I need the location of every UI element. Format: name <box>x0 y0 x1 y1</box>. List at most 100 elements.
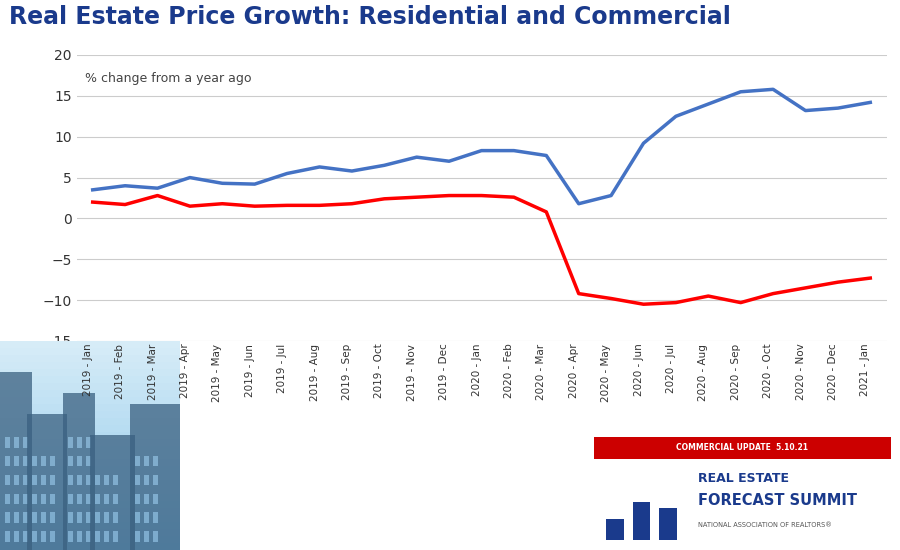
Bar <box>86 475 91 485</box>
Text: 2019 - Sep: 2019 - Sep <box>342 344 352 400</box>
Bar <box>41 513 46 523</box>
Text: 2020 - Dec: 2020 - Dec <box>828 344 838 400</box>
Bar <box>0 480 180 487</box>
Bar <box>0 529 180 536</box>
Bar <box>0 369 180 376</box>
Bar <box>0 474 180 480</box>
Bar <box>68 531 73 542</box>
Bar <box>32 456 37 466</box>
Bar <box>113 475 118 485</box>
Bar <box>41 456 46 466</box>
Bar <box>0 362 180 369</box>
Text: 2019 - Feb: 2019 - Feb <box>115 344 125 399</box>
Bar <box>63 393 95 550</box>
Text: 2020 - Jul: 2020 - Jul <box>666 344 676 393</box>
Bar <box>594 437 891 459</box>
Bar <box>0 417 180 425</box>
Bar <box>23 437 28 448</box>
Text: 2019 - May: 2019 - May <box>212 344 222 402</box>
Bar <box>153 513 157 523</box>
Bar <box>0 372 32 550</box>
Text: 2019 - Oct: 2019 - Oct <box>374 344 384 399</box>
Bar <box>86 456 91 466</box>
Bar <box>14 475 19 485</box>
Bar <box>41 493 46 504</box>
Bar <box>32 493 37 504</box>
Bar <box>0 432 180 438</box>
Bar <box>41 475 46 485</box>
Bar <box>77 513 82 523</box>
Bar <box>5 437 10 448</box>
Bar <box>14 437 19 448</box>
Bar <box>104 475 109 485</box>
Text: Real Estate Price Growth: Residential and Commercial: Real Estate Price Growth: Residential an… <box>9 6 731 30</box>
Text: 2019 - Nov: 2019 - Nov <box>407 344 417 400</box>
Text: NATIONAL ASSOCIATION OF REALTORS®: NATIONAL ASSOCIATION OF REALTORS® <box>698 522 832 527</box>
Text: 2019 - Jun: 2019 - Jun <box>245 344 255 397</box>
Bar <box>41 531 46 542</box>
Text: 2020 - Jan: 2020 - Jan <box>472 344 482 396</box>
Bar <box>77 475 82 485</box>
Text: REAL ESTATE: REAL ESTATE <box>698 472 789 485</box>
Bar <box>0 543 180 550</box>
Bar <box>68 475 73 485</box>
Bar <box>95 475 100 485</box>
Bar <box>86 513 91 523</box>
Bar <box>5 493 10 504</box>
Bar <box>144 531 148 542</box>
Bar <box>153 531 157 542</box>
Bar <box>130 404 180 550</box>
Bar <box>135 531 140 542</box>
Text: 2021 - Jan: 2021 - Jan <box>860 344 870 397</box>
Bar <box>5 513 10 523</box>
Text: % change from a year ago: % change from a year ago <box>85 72 251 85</box>
Bar <box>660 508 677 540</box>
Text: COMMERCIAL UPDATE  5.10.21: COMMERCIAL UPDATE 5.10.21 <box>677 443 808 452</box>
Bar <box>0 376 180 383</box>
Bar <box>95 493 100 504</box>
Bar <box>0 446 180 453</box>
Bar <box>32 531 37 542</box>
Bar <box>0 390 180 397</box>
Bar <box>606 519 624 540</box>
Text: 2020 - Sep: 2020 - Sep <box>731 344 741 400</box>
Text: 2019 - Aug: 2019 - Aug <box>310 344 320 401</box>
Bar <box>50 531 55 542</box>
Bar <box>50 456 55 466</box>
Bar <box>86 531 91 542</box>
Bar <box>5 531 10 542</box>
Bar <box>633 502 651 540</box>
Text: 2019 - Jan: 2019 - Jan <box>83 344 93 397</box>
Bar <box>77 531 82 542</box>
Bar <box>90 435 135 550</box>
Bar <box>5 475 10 485</box>
Text: 2020 - Apr: 2020 - Apr <box>569 344 579 398</box>
Bar <box>153 493 157 504</box>
Bar <box>14 493 19 504</box>
Bar <box>50 493 55 504</box>
Bar <box>23 513 28 523</box>
Bar <box>77 437 82 448</box>
Bar <box>0 355 180 362</box>
Bar <box>23 531 28 542</box>
Text: 2020 - May: 2020 - May <box>601 344 611 402</box>
Bar <box>153 456 157 466</box>
Bar <box>144 456 148 466</box>
Bar <box>23 456 28 466</box>
Bar <box>144 493 148 504</box>
Text: 2020 - Mar: 2020 - Mar <box>536 344 546 400</box>
Bar <box>144 475 148 485</box>
Bar <box>0 466 180 474</box>
Bar <box>0 404 180 411</box>
Bar <box>77 456 82 466</box>
Text: 2019 - Apr: 2019 - Apr <box>180 344 190 399</box>
Bar <box>5 456 10 466</box>
Bar <box>0 425 180 432</box>
Bar <box>0 341 180 348</box>
Bar <box>86 493 91 504</box>
Bar <box>0 536 180 543</box>
Bar <box>23 475 28 485</box>
Text: FORECAST SUMMIT: FORECAST SUMMIT <box>698 493 857 508</box>
Bar <box>68 493 73 504</box>
Bar <box>0 487 180 494</box>
